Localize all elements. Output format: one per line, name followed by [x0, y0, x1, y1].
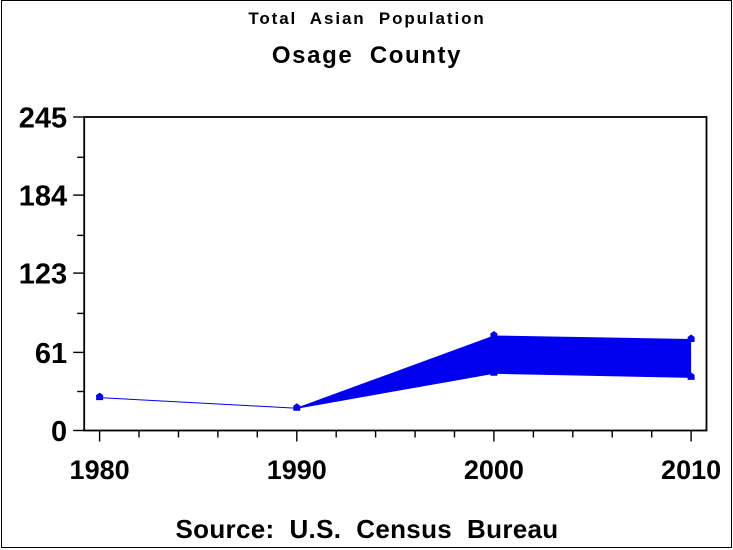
svg-text:0: 0 [51, 416, 67, 448]
svg-text:2010: 2010 [661, 455, 721, 485]
svg-text:Total Asian Population: Total Asian Population [248, 9, 485, 28]
svg-text:1990: 1990 [267, 455, 327, 485]
svg-text:1980: 1980 [70, 455, 130, 485]
svg-text:123: 123 [19, 259, 67, 291]
svg-text:184: 184 [19, 181, 67, 213]
svg-text:Osage County: Osage County [272, 42, 462, 69]
svg-text:61: 61 [35, 338, 67, 370]
svg-text:Source: U.S. Census Bureau: Source: U.S. Census Bureau [176, 514, 559, 544]
svg-text:2000: 2000 [464, 455, 524, 485]
svg-text:245: 245 [19, 103, 67, 135]
